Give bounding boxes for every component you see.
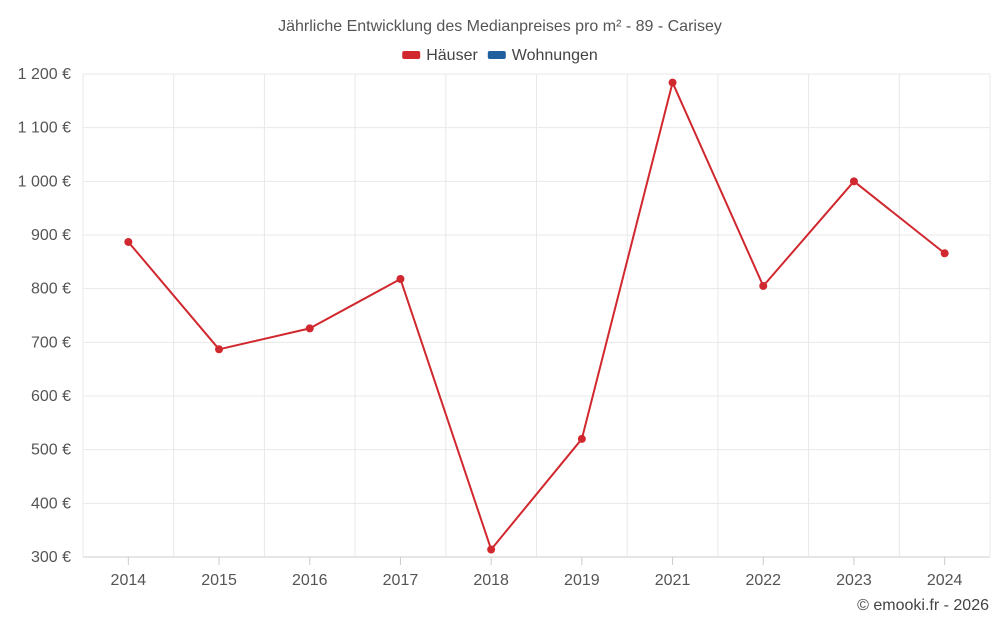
y-tick-label: 900 €	[31, 227, 71, 244]
legend-label: Häuser	[426, 47, 478, 64]
x-tick-label: 2024	[927, 572, 963, 589]
x-tick-label: 2019	[564, 572, 600, 589]
y-tick-label: 600 €	[31, 388, 71, 405]
data-point[interactable]	[759, 281, 768, 290]
data-point[interactable]	[849, 177, 858, 186]
legend-swatch	[487, 51, 506, 59]
grid-lines	[82, 73, 991, 558]
x-tick-label: 2022	[745, 572, 781, 589]
data-point[interactable]	[487, 545, 496, 554]
x-tick-label: 2015	[201, 572, 237, 589]
y-tick-label: 800 €	[31, 281, 71, 298]
series-lines	[124, 78, 949, 554]
chart-title: Jährliche Entwicklung des Medianpreises …	[278, 18, 722, 35]
x-tick-label: 2023	[836, 572, 872, 589]
y-tick-label: 700 €	[31, 334, 71, 351]
y-tick-label: 1 000 €	[18, 173, 71, 190]
y-tick-label: 400 €	[31, 495, 71, 512]
y-tick-label: 300 €	[31, 549, 71, 566]
x-tick-label: 2016	[292, 572, 328, 589]
x-tick-label: 2021	[655, 572, 691, 589]
legend-swatch	[402, 51, 421, 59]
data-point[interactable]	[940, 249, 949, 258]
y-axis-ticks: 300 € 400 € 500 € 600 € 700 € 800 € 900 € 1 000…	[18, 66, 71, 566]
data-point[interactable]	[305, 324, 314, 333]
x-axis-ticks: 2014 2015 2016 2017 2018 2019 2021 2022 2023 2024	[111, 557, 963, 589]
data-point[interactable]	[577, 434, 586, 443]
data-point[interactable]	[396, 275, 405, 284]
x-tick-label: 2017	[383, 572, 419, 589]
y-tick-label: 1 100 €	[18, 120, 71, 137]
x-tick-label: 2018	[473, 572, 509, 589]
chart-legend: Häuser Wohnungen	[402, 47, 598, 64]
x-tick-label: 2014	[111, 572, 147, 589]
series-line	[127, 81, 946, 551]
legend-item[interactable]: Häuser	[402, 47, 478, 64]
data-point[interactable]	[668, 78, 677, 87]
data-point[interactable]	[124, 237, 133, 246]
legend-label: Wohnungen	[512, 47, 598, 64]
y-tick-label: 1 200 €	[18, 66, 71, 83]
y-tick-label: 500 €	[31, 442, 71, 459]
copyright-credit: © emooki.fr - 2026	[857, 597, 989, 614]
data-point[interactable]	[215, 345, 224, 354]
legend-item[interactable]: Wohnungen	[487, 47, 598, 64]
